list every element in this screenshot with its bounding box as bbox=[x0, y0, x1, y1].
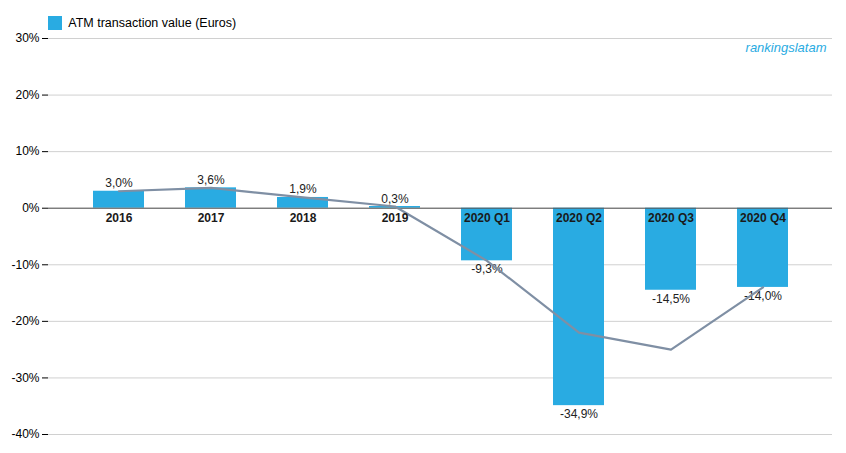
svg-text:2020 Q3: 2020 Q3 bbox=[648, 211, 694, 225]
svg-text:2018: 2018 bbox=[290, 211, 317, 225]
svg-text:2020 Q1: 2020 Q1 bbox=[464, 211, 510, 225]
svg-text:20%: 20% bbox=[15, 88, 39, 102]
svg-text:rankingslatam: rankingslatam bbox=[746, 40, 827, 55]
svg-text:-14,5%: -14,5% bbox=[652, 292, 690, 306]
svg-text:-30%: -30% bbox=[11, 371, 39, 385]
svg-text:3,0%: 3,0% bbox=[105, 176, 133, 190]
svg-text:-34,9%: -34,9% bbox=[560, 407, 598, 421]
svg-text:-40%: -40% bbox=[11, 427, 39, 441]
svg-text:-10%: -10% bbox=[11, 258, 39, 272]
svg-text:2019: 2019 bbox=[382, 211, 409, 225]
svg-text:2020 Q2: 2020 Q2 bbox=[556, 211, 602, 225]
svg-text:0,3%: 0,3% bbox=[381, 192, 409, 206]
svg-text:2020 Q4: 2020 Q4 bbox=[740, 211, 786, 225]
svg-text:-14,0%: -14,0% bbox=[744, 288, 782, 303]
svg-text:10%: 10% bbox=[15, 144, 39, 158]
svg-text:0%: 0% bbox=[22, 201, 40, 215]
svg-text:2017: 2017 bbox=[198, 211, 225, 225]
svg-text:3,6%: 3,6% bbox=[197, 173, 225, 187]
svg-text:-9,3%: -9,3% bbox=[471, 262, 503, 277]
svg-text:2016: 2016 bbox=[106, 211, 133, 225]
svg-text:30%: 30% bbox=[15, 31, 39, 45]
html-text:ATM transaction value (Euros): ATM transaction value (Euros) bbox=[68, 15, 237, 30]
svg-text:-20%: -20% bbox=[11, 314, 39, 328]
svg-text:1,9%: 1,9% bbox=[289, 182, 317, 196]
